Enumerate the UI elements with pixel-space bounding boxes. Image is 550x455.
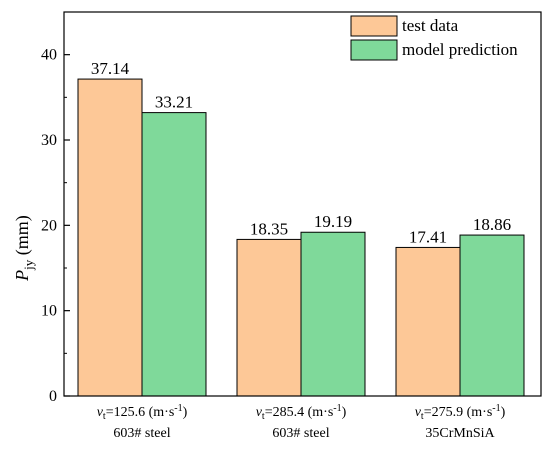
data-labels-layer: 37.14 33.21 18.35 19.19 17.41 18.86: [91, 59, 511, 246]
bar-value-label: 17.41: [409, 227, 447, 246]
bar-value-label: 18.86: [473, 215, 511, 234]
y-axis-title-unit: (mm): [12, 215, 33, 260]
bar-model-prediction: [141, 112, 207, 397]
legend-label: test data: [402, 16, 459, 35]
x-category-sublabel: 603# steel: [272, 426, 329, 441]
y-tick-label: 40: [41, 47, 57, 64]
y-axis-title: Pjy (mm): [12, 215, 36, 282]
bar-model-prediction: [459, 234, 525, 397]
bar-test-data: [236, 238, 302, 397]
x-category-label: vt=125.6 (m·s-1): [97, 403, 188, 422]
y-tick-label: 10: [41, 303, 57, 320]
bar-value-label: 18.35: [250, 219, 288, 238]
bar-value-label: 37.14: [91, 59, 130, 78]
x-category-sublabel: 35CrMnSiA: [425, 426, 495, 441]
x-category-label: vt=285.4 (m·s-1): [256, 403, 347, 422]
plot-frame: [63, 11, 542, 397]
bar-test-data: [395, 246, 461, 397]
y-axis-title-sub: jy: [21, 259, 36, 271]
y-tick-label: 30: [41, 132, 57, 149]
y-axis-title-main: P: [12, 270, 32, 282]
x-category-sublabel: 603# steel: [113, 426, 170, 441]
bar-test-data: [77, 78, 143, 397]
legend-swatch: [350, 15, 398, 37]
legend-swatch: [350, 39, 398, 61]
y-axis: 0 10 20 30 40: [41, 47, 70, 405]
y-tick-label: 20: [41, 217, 57, 234]
bar-value-label: 33.21: [155, 93, 193, 112]
bar-model-prediction: [300, 231, 366, 397]
y-tick-label: 0: [49, 388, 57, 405]
x-axis: vt=125.6 (m·s-1) 603# steel vt=285.4 (m·s-…: [97, 403, 506, 441]
legend: test data model prediction: [350, 15, 518, 61]
bar-value-label: 19.19: [314, 212, 352, 231]
bars-layer: [77, 78, 525, 397]
x-category-label: vt=275.9 (m·s-1): [415, 403, 506, 422]
legend-label: model prediction: [402, 40, 518, 59]
